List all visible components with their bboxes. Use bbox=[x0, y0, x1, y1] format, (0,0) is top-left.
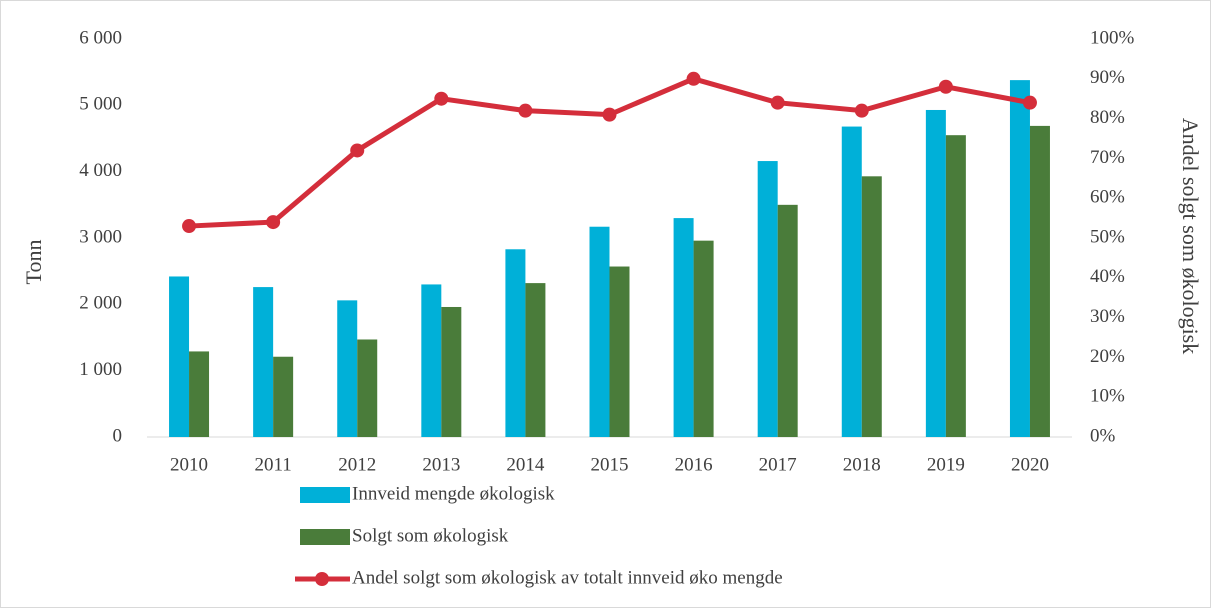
bar bbox=[253, 287, 274, 437]
y2-tick-label: 0% bbox=[1090, 425, 1116, 446]
y2-tick-label: 30% bbox=[1090, 306, 1125, 327]
bar bbox=[525, 283, 546, 437]
y2-tick-label: 100% bbox=[1090, 27, 1135, 48]
y2-tick-label: 20% bbox=[1090, 346, 1125, 367]
bar bbox=[693, 240, 714, 437]
line-marker bbox=[938, 79, 953, 94]
y2-tick-label: 40% bbox=[1090, 266, 1125, 287]
legend-swatch bbox=[300, 487, 350, 503]
x-tick-label: 2013 bbox=[422, 454, 460, 475]
y-tick-label: 5 000 bbox=[79, 94, 122, 115]
line-marker bbox=[182, 219, 197, 234]
bar bbox=[337, 300, 358, 437]
y2-tick-label: 90% bbox=[1090, 67, 1125, 88]
bar bbox=[189, 351, 210, 437]
y2-tick-label: 10% bbox=[1090, 386, 1125, 407]
y-tick-label: 3 000 bbox=[79, 226, 122, 247]
bar bbox=[273, 356, 294, 437]
bar bbox=[925, 109, 946, 437]
legend-swatch bbox=[300, 529, 350, 545]
x-tick-label: 2016 bbox=[675, 454, 713, 475]
bar bbox=[421, 284, 442, 437]
legend-marker bbox=[315, 572, 329, 586]
x-tick-label: 2017 bbox=[759, 454, 797, 475]
bar bbox=[1009, 80, 1030, 438]
y-tick-label: 4 000 bbox=[79, 160, 122, 181]
legend-label: Solgt som økologisk bbox=[352, 525, 509, 546]
x-tick-label: 2019 bbox=[927, 454, 965, 475]
y-tick-label: 1 000 bbox=[79, 359, 122, 380]
y2-tick-label: 80% bbox=[1090, 107, 1125, 128]
line-marker bbox=[266, 215, 281, 230]
line-marker bbox=[518, 103, 533, 118]
bar bbox=[589, 226, 610, 437]
bar bbox=[441, 306, 462, 437]
legend-label: Innveid mengde økologisk bbox=[352, 483, 555, 504]
bar bbox=[777, 204, 798, 437]
x-tick-label: 2018 bbox=[843, 454, 881, 475]
line-marker bbox=[602, 107, 617, 122]
line-marker bbox=[1022, 95, 1037, 110]
line-marker bbox=[854, 103, 869, 118]
bar bbox=[609, 266, 630, 437]
bar bbox=[1029, 125, 1050, 437]
bar bbox=[357, 339, 378, 437]
bar bbox=[861, 176, 882, 437]
legend-label: Andel solgt som økologisk av totalt innv… bbox=[352, 567, 783, 588]
y-tick-label: 0 bbox=[113, 425, 123, 446]
x-tick-label: 2010 bbox=[170, 454, 208, 475]
bar bbox=[169, 276, 190, 437]
y2-axis-title: Andel solgt som økologisk bbox=[1178, 118, 1203, 355]
x-tick-label: 2014 bbox=[506, 454, 545, 475]
y-tick-label: 6 000 bbox=[79, 27, 122, 48]
bar bbox=[757, 161, 778, 437]
y-tick-label: 2 000 bbox=[79, 293, 122, 314]
line-marker bbox=[686, 71, 701, 86]
x-tick-label: 2015 bbox=[591, 454, 629, 475]
x-tick-label: 2020 bbox=[1011, 454, 1049, 475]
bar bbox=[505, 249, 526, 437]
line-marker bbox=[434, 91, 449, 106]
y-axis-title: Tonn bbox=[21, 240, 46, 285]
y2-tick-label: 70% bbox=[1090, 147, 1125, 168]
x-tick-label: 2012 bbox=[338, 454, 376, 475]
bar bbox=[945, 135, 966, 437]
line-marker bbox=[770, 95, 785, 110]
line-marker bbox=[350, 143, 365, 158]
bar bbox=[841, 126, 862, 437]
bar bbox=[673, 218, 694, 437]
y2-tick-label: 60% bbox=[1090, 187, 1125, 208]
x-tick-label: 2011 bbox=[254, 454, 291, 475]
y2-tick-label: 50% bbox=[1090, 226, 1125, 247]
